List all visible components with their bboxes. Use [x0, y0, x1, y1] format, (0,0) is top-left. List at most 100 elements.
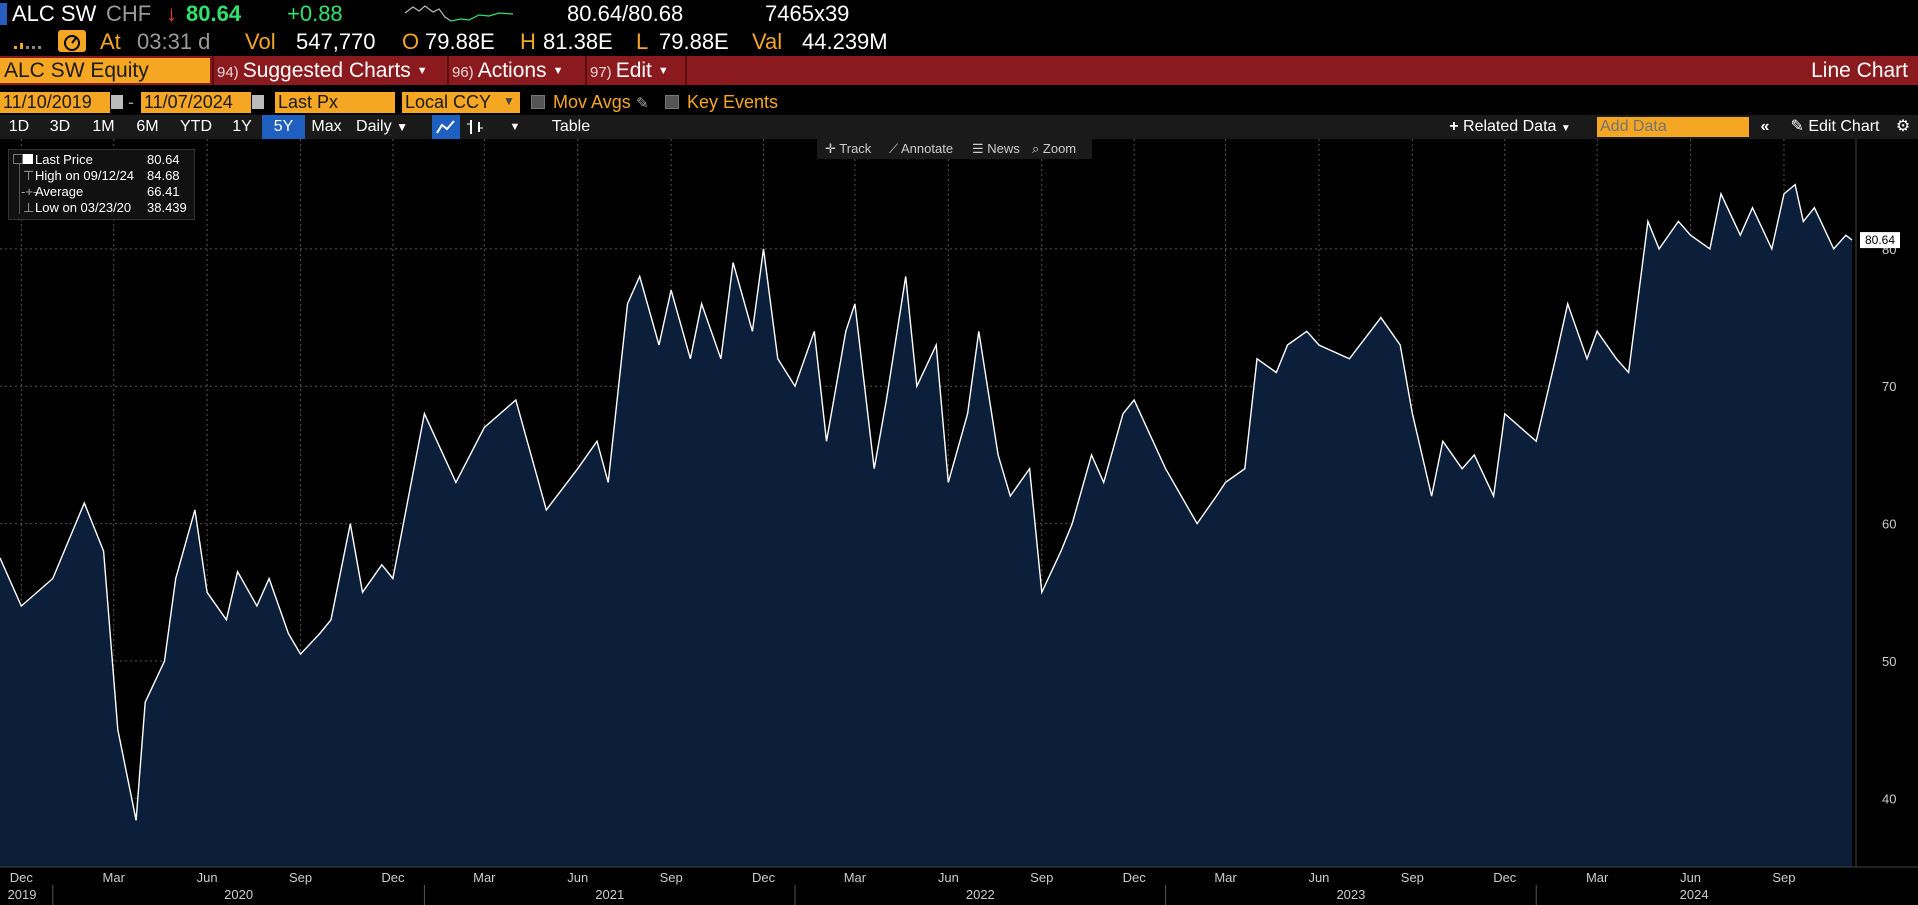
- period-button-6m[interactable]: 6M: [136, 118, 159, 135]
- frequency-label: Daily: [356, 118, 392, 135]
- x-tick-label: Dec: [381, 870, 405, 885]
- last-value-marker: 80.64: [1860, 232, 1900, 249]
- currency-selector[interactable]: Local CCY: [402, 92, 520, 113]
- caret-down-icon: ▼: [396, 120, 408, 134]
- zoom-tool[interactable]: ⌕ Zoom: [1032, 141, 1077, 156]
- x-axis: Dec Mar Jun Sep Dec Mar Jun Sep Dec Mar Jun Sep Dec M…: [0, 866, 1918, 905]
- zoom-label: Zoom: [1042, 141, 1077, 156]
- x-tick-label: Jun: [1680, 870, 1701, 885]
- period-button-1y[interactable]: 1Y: [232, 118, 252, 135]
- legend-value: 84.68: [147, 168, 180, 183]
- key-events-label[interactable]: Key Events: [687, 92, 779, 112]
- menu-bar: ALC SW Equity 94) Suggested Charts ▼ 96) Ac…: [0, 56, 1918, 85]
- bar-chart-icon[interactable]: [462, 115, 490, 139]
- news-label: News: [987, 141, 1020, 156]
- mov-avgs-checkbox[interactable]: [531, 95, 545, 109]
- period-button-ytd[interactable]: YTD: [180, 118, 212, 135]
- currency: CHF: [106, 1, 152, 26]
- divider: [447, 56, 449, 85]
- news-tool[interactable]: ☰ News: [972, 141, 1020, 156]
- start-date-field[interactable]: 11/10/2019: [0, 92, 110, 113]
- caret-down-icon: ▼: [416, 64, 428, 77]
- actions-num: 96): [452, 64, 474, 81]
- key-events-checkbox[interactable]: [665, 95, 679, 109]
- chart-legend[interactable]: Last Price 80.64 ⊤ High on 09/12/24 84.6…: [8, 149, 195, 220]
- signal-bars-icon: [14, 43, 41, 49]
- quote-line-2: At 03:31 d Vol 547,770 O 79.88E H 81.38E…: [0, 28, 1918, 55]
- collapse-icon[interactable]: «: [1760, 118, 1770, 135]
- legend-row-last: Last Price 80.64: [9, 152, 194, 167]
- legend-row-low: ⊥ Low on 03/23/20 38.439: [9, 200, 194, 215]
- caret-down-icon[interactable]: ▼: [509, 121, 521, 133]
- x-tick-label: Dec: [1493, 870, 1517, 885]
- x-tick-label: Mar: [1586, 870, 1609, 885]
- y-tick-label: 50: [1882, 654, 1896, 669]
- x-tick-label: Mar: [473, 870, 496, 885]
- low-value: 79.88E: [659, 29, 729, 54]
- x-tick-label: Jun: [938, 870, 959, 885]
- divider: [685, 56, 687, 85]
- y-tick-label: 60: [1882, 517, 1896, 532]
- caret-down-icon: ▼: [657, 64, 669, 77]
- period-button-3d[interactable]: 3D: [49, 118, 71, 135]
- ticker[interactable]: ALC SW: [12, 1, 97, 26]
- period-button-5y[interactable]: 5Y: [262, 115, 305, 139]
- x-year-label: 2019: [8, 887, 37, 902]
- annotate-tool[interactable]: ⟋ Annotate: [889, 141, 954, 156]
- down-arrow-icon: ↓: [166, 1, 177, 26]
- suggested-charts-menu[interactable]: 94) Suggested Charts ▼: [217, 56, 428, 85]
- collapse-box-icon[interactable]: [13, 154, 23, 164]
- chart-controls: 11/10/2019 - 11/07/2024 Last Px Local CC…: [0, 90, 1918, 115]
- x-tick-label: Jun: [1308, 870, 1329, 885]
- gear-icon[interactable]: ⚙: [1895, 118, 1911, 135]
- x-year-label: 2022: [966, 887, 995, 902]
- caret-down-icon: ▼: [552, 64, 564, 77]
- period-button-1m[interactable]: 1M: [92, 118, 115, 135]
- average-marker-icon: -+-: [21, 184, 38, 199]
- actions-label: Actions: [477, 59, 547, 82]
- field-selector[interactable]: Last Px: [275, 92, 395, 113]
- line-chart-icon[interactable]: [432, 115, 460, 139]
- add-data-input[interactable]: [1597, 117, 1749, 137]
- related-data-dropdown[interactable]: + Related Data ▼: [1440, 115, 1580, 139]
- x-tick-label: Sep: [1030, 870, 1053, 885]
- at-label: At: [100, 29, 121, 54]
- val-label: Val: [752, 29, 783, 54]
- quote-time: 03:31 d: [137, 29, 211, 54]
- track-label: Track: [839, 141, 872, 156]
- annotate-label: Annotate: [901, 141, 954, 156]
- high-marker-icon: ⊤: [23, 168, 35, 183]
- security-field[interactable]: ALC SW Equity: [0, 58, 210, 83]
- date-dash: -: [128, 92, 134, 112]
- track-tool[interactable]: ✛ Track: [825, 141, 872, 156]
- blue-marker: [0, 3, 7, 25]
- suggested-num: 94): [217, 64, 239, 81]
- y-tick-label: 70: [1882, 379, 1896, 394]
- legend-name: Average: [35, 184, 84, 199]
- calendar-icon[interactable]: [111, 95, 123, 109]
- price-line: [0, 183, 1853, 821]
- edit-menu[interactable]: 97) Edit ▼: [590, 56, 669, 85]
- calendar-icon[interactable]: [252, 95, 264, 109]
- intraday-sparkline: [405, 5, 514, 22]
- mov-avgs-label[interactable]: Mov Avgs: [553, 92, 631, 112]
- chart-toolbar: 1D 3D 1M 6M YTD 1Y 5Y Max Daily ▼ ▼ Table + Rel…: [0, 115, 1918, 139]
- bid-ask: 80.64/80.68: [567, 1, 684, 26]
- currency-selector-label: Local CCY: [405, 92, 492, 112]
- pencil-icon[interactable]: ✎: [636, 95, 649, 112]
- x-year-label: 2023: [1336, 887, 1365, 902]
- table-button[interactable]: Table: [551, 118, 591, 135]
- actions-menu[interactable]: 96) Actions ▼: [452, 56, 563, 85]
- period-button-1d[interactable]: 1D: [8, 118, 30, 135]
- period-button-max[interactable]: Max: [311, 118, 342, 135]
- gauge-icon[interactable]: [58, 30, 86, 52]
- edit-chart-button[interactable]: ✎ Edit Chart: [1780, 115, 1890, 139]
- legend-row-high: ⊤ High on 09/12/24 84.68: [9, 168, 194, 183]
- end-date-field[interactable]: 11/07/2024: [141, 92, 251, 113]
- last-value-label: 80.64: [1865, 233, 1895, 247]
- frequency-dropdown[interactable]: Daily ▼: [348, 115, 416, 139]
- caret-down-icon: ▼: [503, 94, 515, 108]
- price-area: [0, 184, 1852, 868]
